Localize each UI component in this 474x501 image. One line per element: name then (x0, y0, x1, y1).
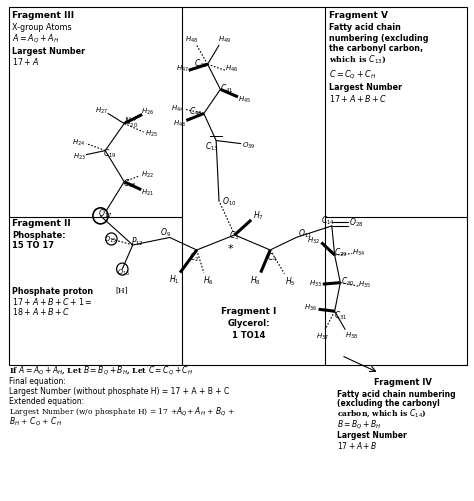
Text: $H_{27}$: $H_{27}$ (95, 105, 108, 115)
Text: $H_{25}$: $H_{25}$ (145, 129, 158, 139)
Text: $C_{13}$: $C_{13}$ (205, 140, 218, 152)
Text: $18 + A + B + C$: $18 + A + B + C$ (12, 305, 70, 316)
Text: $H_{26}$: $H_{26}$ (141, 106, 155, 116)
Text: Fragment V: Fragment V (329, 11, 388, 20)
Text: $O_{10}$: $O_{10}$ (222, 195, 237, 207)
Text: $A = A_Q + A_H$: $A = A_Q + A_H$ (12, 32, 59, 45)
Text: $H_{21}$: $H_{21}$ (141, 187, 155, 197)
Text: Fragment IV: Fragment IV (374, 377, 432, 386)
Text: $H_{23}$: $H_{23}$ (73, 151, 86, 161)
Text: Largest Number: Largest Number (329, 83, 402, 92)
Text: *: * (228, 243, 234, 254)
Text: $C_3$: $C_3$ (229, 229, 240, 241)
Text: Extended equation:: Extended equation: (9, 396, 84, 405)
Text: $17 + A + B + C + 1 =$: $17 + A + B + C + 1 =$ (12, 295, 92, 306)
Text: X-group Atoms: X-group Atoms (12, 23, 72, 32)
Text: 1 TO14: 1 TO14 (232, 330, 265, 339)
Text: carbon, which is $C_{14}$): carbon, which is $C_{14}$) (337, 406, 426, 418)
Text: numbering (excluding: numbering (excluding (329, 34, 429, 43)
Text: $O_9$: $O_9$ (160, 226, 172, 238)
Text: Largest Number (w/o phosphate H) = 17 +$A_Q$+ $A_H$ + $B_Q$ +: Largest Number (w/o phosphate H) = 17 +$… (9, 404, 236, 417)
Text: $H_8$: $H_8$ (250, 274, 260, 286)
Text: $H_{22}$: $H_{22}$ (141, 169, 154, 179)
Text: $H_5$: $H_5$ (285, 275, 295, 287)
Text: $H_{33}$: $H_{33}$ (309, 279, 322, 289)
Text: $B = B_Q + B_H$: $B = B_Q + B_H$ (337, 417, 381, 430)
Text: $H_6$: $H_6$ (203, 274, 214, 286)
Text: Phosphate proton: Phosphate proton (12, 286, 93, 295)
Text: Largest Number: Largest Number (12, 47, 85, 56)
Text: Phosphate:: Phosphate: (12, 231, 65, 240)
Text: $B_H$ + $C_Q$ + $C_H$: $B_H$ + $C_Q$ + $C_H$ (9, 414, 63, 427)
Text: $17 + A + B$: $17 + A + B$ (337, 439, 377, 450)
Text: $O_{15}$: $O_{15}$ (104, 234, 116, 244)
Text: 15 TO 17: 15 TO 17 (12, 241, 54, 250)
Text: $N_{20}^+$: $N_{20}^+$ (124, 115, 138, 129)
Text: $C = C_Q + C_H$: $C = C_Q + C_H$ (329, 68, 376, 81)
Text: $C_{31}$: $C_{31}$ (335, 309, 348, 321)
Text: Fatty acid chain numbering: Fatty acid chain numbering (337, 389, 455, 398)
Text: $C_{41}$: $C_{41}$ (220, 82, 234, 94)
Text: $C_{40}$: $C_{40}$ (189, 105, 203, 117)
Text: $C_{14}$: $C_{14}$ (321, 214, 335, 226)
Text: $C_4$: $C_4$ (267, 252, 278, 264)
Text: $O_{28}$: $O_{28}$ (349, 216, 363, 228)
Text: $H_{43}$: $H_{43}$ (173, 118, 186, 128)
Text: $C_2$: $C_2$ (189, 252, 200, 264)
Text: $H_7$: $H_7$ (253, 209, 264, 221)
Text: $H_{49}$: $H_{49}$ (218, 35, 231, 45)
Text: $P_{12}$: $P_{12}$ (131, 235, 144, 247)
Text: $C_{29}$: $C_{29}$ (335, 246, 348, 259)
Text: $O_{16}$: $O_{16}$ (117, 267, 130, 277)
Text: $O_{17}$: $O_{17}$ (98, 207, 112, 219)
Text: (excluding the carbonyl: (excluding the carbonyl (337, 398, 439, 407)
Text: $H_{46}$: $H_{46}$ (225, 64, 238, 74)
Text: $H_{47}$: $H_{47}$ (175, 64, 189, 74)
Text: $H_{36}$: $H_{36}$ (304, 303, 318, 313)
Text: $C_{42}$: $C_{42}$ (194, 57, 208, 69)
Text: Final equation:: Final equation: (9, 376, 66, 385)
Text: Fragment I: Fragment I (221, 306, 276, 315)
Text: $17 + A + B + C$: $17 + A + B + C$ (329, 93, 388, 104)
Text: Fragment III: Fragment III (12, 11, 74, 20)
Text: the carbonyl carbon,: the carbonyl carbon, (329, 44, 424, 53)
Text: $H_{32}$: $H_{32}$ (307, 235, 320, 245)
Text: Fatty acid chain: Fatty acid chain (329, 23, 401, 32)
Text: $O_{39}$: $O_{39}$ (242, 140, 255, 150)
Text: $H_{45}$: $H_{45}$ (238, 95, 251, 105)
Text: $C_{19}$: $C_{19}$ (103, 147, 117, 159)
Text: $17 + A$: $17 + A$ (12, 56, 39, 67)
Text: Largest Number (without phosphate H) = 17 + A + B + C: Largest Number (without phosphate H) = 1… (9, 386, 230, 395)
Text: Glycerol:: Glycerol: (228, 319, 270, 328)
Text: $H_{48}$: $H_{48}$ (185, 35, 199, 45)
Text: $H_1$: $H_1$ (169, 273, 180, 285)
Text: $H_{44}$: $H_{44}$ (171, 103, 184, 113)
Text: which is $C_{13}$): which is $C_{13}$) (329, 53, 387, 65)
Text: $H_{38}$: $H_{38}$ (345, 331, 358, 341)
Text: $C_{18}$: $C_{18}$ (123, 177, 137, 189)
Bar (9, 8, 467, 366)
Text: If $A = A_Q + A_H$, Let $B = B_Q + B_H$, Let $C = C_Q + C_H$: If $A = A_Q + A_H$, Let $B = B_Q + B_H$,… (9, 363, 193, 376)
Text: $C_{30}$: $C_{30}$ (341, 275, 355, 287)
Text: Largest Number: Largest Number (337, 430, 406, 439)
Text: Fragment II: Fragment II (12, 218, 71, 227)
Text: $H_{24}$: $H_{24}$ (72, 137, 85, 147)
Text: [H]: [H] (115, 286, 128, 294)
Text: $H_{37}$: $H_{37}$ (316, 332, 329, 342)
Text: $O_{11}$: $O_{11}$ (298, 227, 312, 239)
Text: $H_{35}$: $H_{35}$ (358, 280, 372, 290)
Text: $H_{34}$: $H_{34}$ (352, 247, 365, 257)
